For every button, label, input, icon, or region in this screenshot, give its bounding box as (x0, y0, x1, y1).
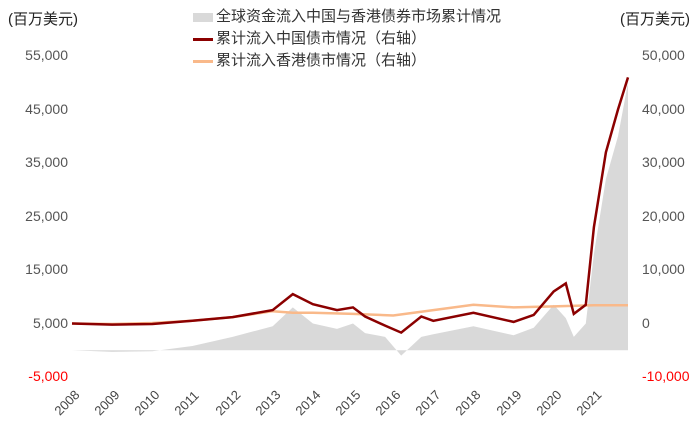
right-tick-label: 0 (642, 314, 650, 331)
left-tick-label: -5,000 (28, 368, 68, 384)
right-tick-label: 30,000 (642, 154, 685, 170)
left-axis-unit: (百万美元) (8, 11, 78, 28)
left-tick-label: 55,000 (25, 47, 68, 63)
right-tick-label: 40,000 (642, 100, 685, 117)
china-line-swatch-icon (193, 37, 213, 41)
right-tick-label: 50,000 (642, 47, 685, 63)
hk-line-swatch-icon (193, 59, 213, 63)
right-axis-unit: (百万美元) (620, 11, 690, 28)
right-tick-label: 10,000 (642, 261, 685, 277)
legend: 全球资金流入中国与香港债券市场累计情况 累计流入中国债市情况（右轴） 累计流入香… (193, 6, 501, 72)
left-tick-label: 25,000 (25, 207, 68, 224)
legend-item-china: 累计流入中国债市情况（右轴） (193, 28, 501, 50)
left-tick-label: 35,000 (25, 154, 68, 170)
legend-item-area: 全球资金流入中国与香港债券市场累计情况 (193, 6, 501, 28)
left-tick-label: 15,000 (25, 261, 68, 277)
left-tick-label: 5,000 (32, 314, 68, 331)
right-tick-label: -10,000 (642, 368, 690, 384)
legend-item-hk: 累计流入香港债市情况（右轴） (193, 50, 501, 72)
china-line-series (71, 77, 630, 335)
right-tick-label: 20,000 (642, 207, 685, 224)
left-tick-label: 45,000 (25, 100, 68, 117)
area-swatch-icon (193, 12, 213, 22)
